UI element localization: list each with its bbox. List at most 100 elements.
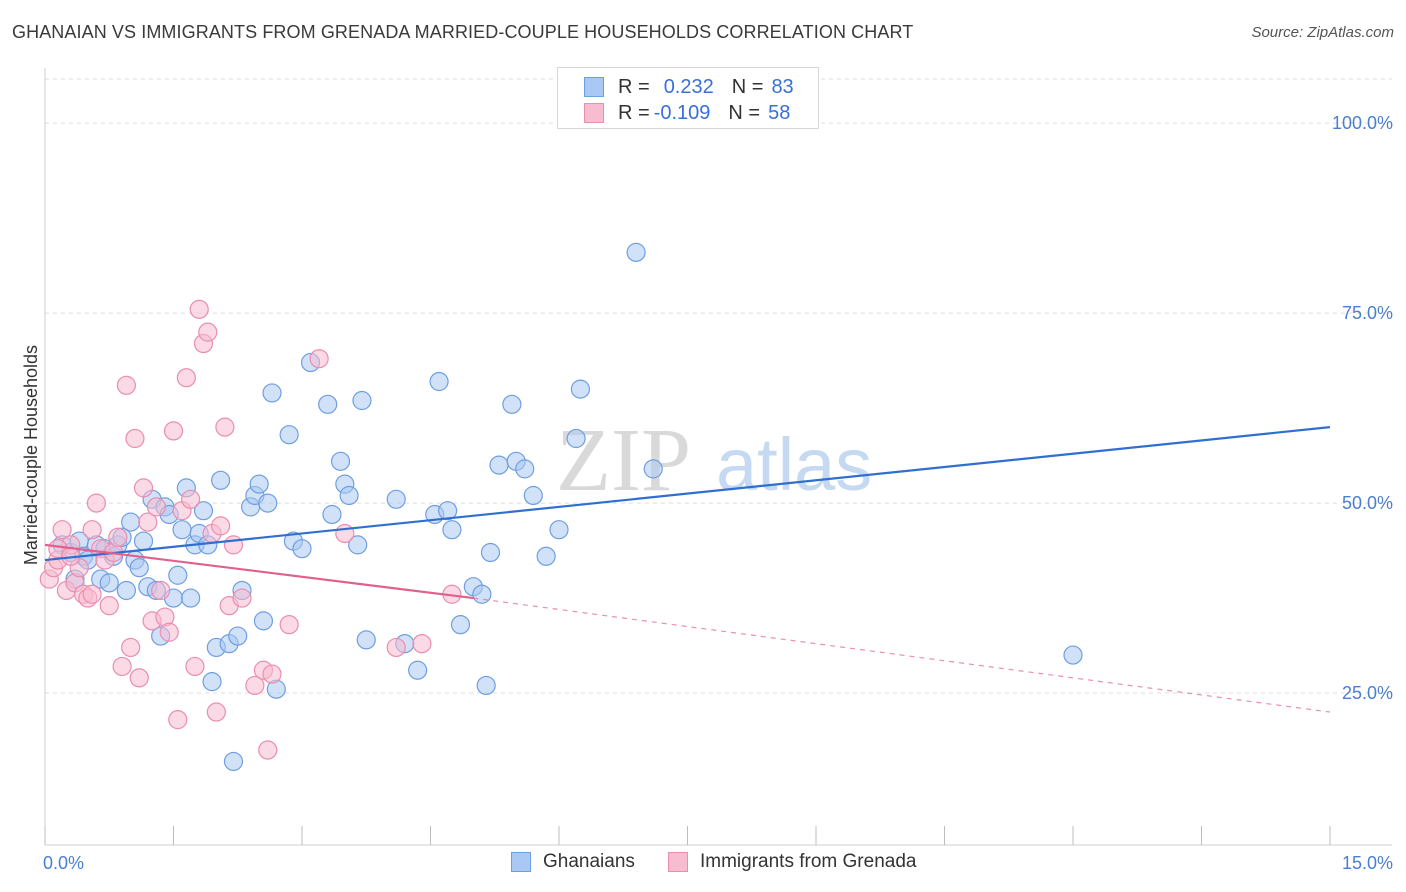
ghanaian-point bbox=[279, 425, 299, 445]
series-legend-grenada: Immigrants from Grenada bbox=[668, 851, 916, 873]
ghanaian-point bbox=[536, 546, 556, 566]
ghanaian-point bbox=[193, 501, 214, 521]
legend-r-label: R = bbox=[618, 101, 650, 124]
ghanaian-point bbox=[442, 520, 462, 540]
y-tick-label: 100.0% bbox=[1332, 113, 1393, 133]
ghanaian-point bbox=[99, 573, 119, 593]
grenada-point bbox=[82, 584, 102, 604]
legend-r-value: 0.232 bbox=[663, 75, 714, 98]
data-points bbox=[39, 242, 1083, 772]
ghanaian-point bbox=[429, 371, 449, 392]
ghanaian-point bbox=[476, 675, 496, 696]
y-tick-label: 50.0% bbox=[1342, 493, 1393, 513]
grenada-point bbox=[121, 637, 141, 658]
grenada-point bbox=[112, 656, 132, 677]
ghanaian-point bbox=[322, 504, 342, 525]
ghanaian-point bbox=[626, 242, 646, 262]
legend-r-value: -0.109 bbox=[653, 101, 711, 124]
ghanaian-point bbox=[292, 539, 312, 559]
ghanaian-point bbox=[228, 626, 248, 646]
grenada-point bbox=[133, 478, 154, 498]
y-tick-label: 75.0% bbox=[1342, 303, 1393, 323]
grenada-point bbox=[82, 520, 102, 540]
grenada-point bbox=[215, 417, 235, 437]
legend-row-grenada: R = -0.109 N = 58 bbox=[584, 101, 790, 125]
series-swatch-grenada bbox=[668, 852, 688, 872]
series-legend: Ghanaians Immigrants from Grenada bbox=[0, 851, 1406, 877]
ghanaian-point bbox=[339, 485, 359, 506]
series-label-ghanaians: Ghanaians bbox=[543, 851, 635, 872]
ghanaian-point bbox=[502, 394, 522, 414]
ghanaian-point bbox=[549, 520, 569, 540]
ghanaian-point bbox=[129, 558, 149, 578]
grenada-point bbox=[335, 523, 355, 544]
ghanaian-trend-line bbox=[44, 426, 1331, 562]
watermark-zip: ZIP bbox=[556, 411, 691, 510]
ghanaian-point bbox=[450, 615, 471, 635]
ghanaian-point bbox=[318, 394, 338, 414]
ghanaian-point bbox=[408, 660, 428, 680]
ghanaian-point bbox=[386, 489, 406, 509]
grenada-point bbox=[245, 675, 265, 696]
ghanaian-point bbox=[133, 531, 154, 551]
ghanaian-point bbox=[202, 672, 222, 692]
grenada-point bbox=[211, 516, 231, 536]
legend-swatch-grenada bbox=[584, 103, 604, 123]
grenada-point bbox=[163, 421, 184, 441]
ghanaian-point bbox=[121, 512, 141, 532]
grenada-trend-extension bbox=[473, 597, 1331, 713]
ghanaian-point bbox=[566, 428, 586, 449]
ghanaian-point bbox=[515, 459, 535, 479]
ghanaian-point bbox=[348, 535, 368, 555]
ghanaian-point bbox=[172, 520, 192, 540]
ghanaian-point bbox=[168, 565, 188, 585]
x-tick-label: 15.0% bbox=[1342, 853, 1393, 873]
ghanaian-point bbox=[116, 580, 136, 601]
ghanaian-point bbox=[249, 474, 269, 494]
ghanaian-point bbox=[1063, 645, 1083, 665]
grenada-point bbox=[185, 656, 205, 677]
grenada-point bbox=[223, 535, 244, 555]
legend-r-label: R = bbox=[618, 75, 650, 98]
y-tick-labels: 25.0% 50.0% 75.0% 100.0% bbox=[1332, 113, 1393, 703]
grenada-point bbox=[125, 428, 145, 449]
ghanaian-point bbox=[330, 451, 351, 471]
grenada-point bbox=[198, 322, 218, 342]
x-tick-label: 0.0% bbox=[43, 853, 84, 873]
grenada-point bbox=[181, 489, 201, 509]
y-axis-title: Married-couple Households bbox=[21, 345, 41, 565]
legend-row-ghanaians: R = 0.232 N = 83 bbox=[584, 75, 794, 99]
grenada-point bbox=[151, 580, 171, 601]
legend-swatch-ghanaians bbox=[584, 77, 604, 97]
grenada-point bbox=[279, 615, 299, 635]
ghanaian-point bbox=[262, 383, 282, 403]
grenada-point bbox=[206, 702, 226, 722]
chart-title: GHANAIAN VS IMMIGRANTS FROM GRENADA MARR… bbox=[12, 22, 914, 42]
grenada-point bbox=[138, 512, 158, 532]
series-swatch-ghanaians bbox=[511, 852, 531, 872]
watermark-atlas: atlas bbox=[716, 423, 872, 506]
grenada-point bbox=[108, 527, 128, 547]
grenada-trend-line bbox=[44, 543, 474, 600]
grenada-point bbox=[262, 664, 282, 684]
ghanaian-point bbox=[523, 485, 543, 506]
grenada-point bbox=[116, 375, 136, 395]
grenada-point bbox=[176, 368, 196, 388]
legend-n-label: N = bbox=[731, 75, 764, 98]
grenada-point bbox=[159, 622, 179, 642]
series-legend-ghanaians: Ghanaians bbox=[511, 851, 635, 873]
legend-n-value: 83 bbox=[771, 75, 794, 98]
ghanaian-point bbox=[643, 459, 663, 479]
grenada-point bbox=[86, 493, 107, 513]
grenada-point bbox=[189, 299, 209, 319]
legend-n-label: N = bbox=[728, 101, 761, 124]
ghanaian-point bbox=[570, 379, 591, 399]
series-label-grenada: Immigrants from Grenada bbox=[700, 851, 917, 872]
grenada-point bbox=[52, 520, 72, 540]
grenada-point bbox=[309, 349, 329, 369]
ghanaian-point bbox=[480, 542, 501, 563]
ghanaian-point bbox=[253, 611, 274, 631]
ghanaian-point bbox=[356, 630, 376, 650]
grenada-point bbox=[168, 710, 188, 730]
